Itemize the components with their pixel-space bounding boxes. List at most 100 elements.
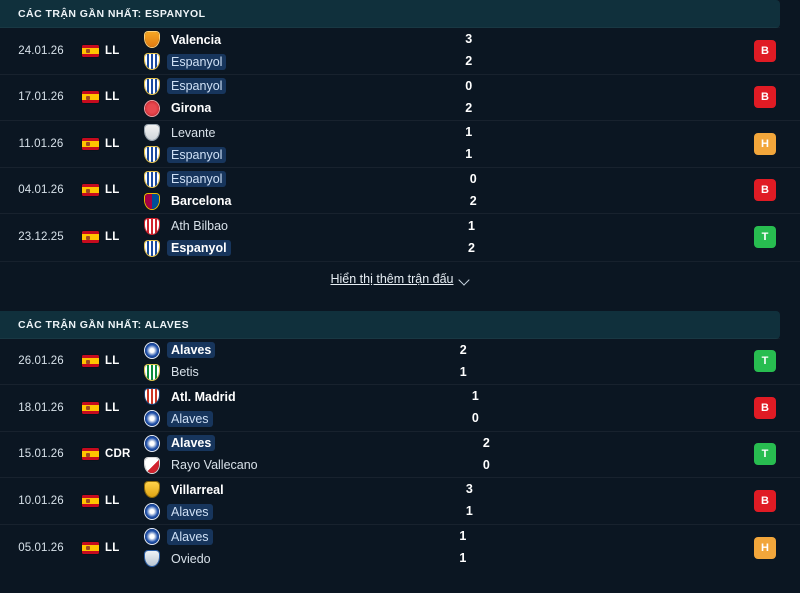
- match-row[interactable]: 23.12.25 LL Ath Bilbao Espanyol 1 2 T: [0, 214, 800, 261]
- match-date: 24.01.26: [18, 44, 64, 57]
- row-spacer: [555, 385, 730, 431]
- competition-cell[interactable]: LL: [82, 478, 144, 524]
- home-score: 0: [469, 171, 477, 186]
- row-spacer: [548, 121, 730, 167]
- status-badge: H: [754, 132, 776, 155]
- status-badge: B: [754, 86, 776, 109]
- result-badge-cell: B: [730, 28, 800, 74]
- espanyol-crest: [144, 53, 160, 70]
- alaves-crest: [144, 410, 160, 427]
- team-name[interactable]: Espanyol: [167, 171, 227, 188]
- teams-cell: Alaves Oviedo: [144, 525, 402, 572]
- away-score: 2: [469, 193, 477, 208]
- team-line: Alaves: [144, 435, 426, 452]
- team-name[interactable]: Levante: [171, 125, 216, 140]
- espanyol-crest: [144, 78, 160, 95]
- away-score: 0: [482, 457, 490, 472]
- team-name[interactable]: Alaves: [167, 503, 213, 520]
- competition-label: CDR: [105, 448, 131, 461]
- espanyol-crest: [144, 240, 160, 257]
- match-row[interactable]: 11.01.26 LL Levante Espanyol 1 1 H: [0, 121, 800, 168]
- status-badge: B: [754, 39, 776, 62]
- team-name[interactable]: Alaves: [167, 528, 213, 545]
- status-badge: T: [754, 350, 776, 373]
- betis-crest: [144, 364, 160, 381]
- away-score: 1: [459, 551, 467, 566]
- section-header-title: CÁC TRẬN GẦN NHẤT: ALAVES: [18, 318, 190, 331]
- spain-flag-icon: [82, 494, 99, 507]
- teams-cell: Espanyol Barcelona: [144, 168, 413, 214]
- team-name[interactable]: Alaves: [167, 435, 216, 452]
- status-badge: B: [754, 179, 777, 202]
- team-name[interactable]: Oviedo: [171, 551, 211, 566]
- team-line: Espanyol: [144, 78, 408, 95]
- match-date: 11.01.26: [18, 137, 64, 150]
- team-name[interactable]: Girona: [171, 101, 212, 116]
- spain-flag-icon: [82, 44, 99, 57]
- team-name[interactable]: Betis: [171, 365, 199, 380]
- match-date: 23.12.25: [18, 231, 64, 244]
- match-row[interactable]: 04.01.26 LL Espanyol Barcelona 0 2 B: [0, 168, 800, 214]
- match-row[interactable]: 17.01.26 LL Espanyol Girona 0 2 B: [0, 75, 800, 121]
- result-badge-cell: B: [730, 75, 800, 121]
- competition-label: LL: [105, 355, 120, 368]
- match-row[interactable]: 26.01.26 LL Alaves Betis 2 1 T: [0, 339, 800, 385]
- spain-flag-icon: [82, 184, 99, 197]
- match-row[interactable]: 18.01.26 LL Atl. Madrid Alaves 1 0 B: [0, 385, 800, 432]
- competition-cell[interactable]: LL: [82, 385, 144, 431]
- team-line: Espanyol: [144, 146, 408, 163]
- team-name[interactable]: Atl. Madrid: [171, 389, 236, 404]
- team-name[interactable]: Villarreal: [171, 482, 224, 497]
- team-name[interactable]: Valencia: [171, 32, 222, 47]
- competition-cell[interactable]: LL: [82, 121, 144, 167]
- competition-cell[interactable]: LL: [82, 339, 144, 385]
- match-list-alaves: 26.01.26 LL Alaves Betis 2 1 T 18.01.26 LL Atl. M…: [0, 339, 800, 572]
- home-score: 2: [482, 435, 490, 450]
- competition-cell[interactable]: LL: [82, 214, 144, 261]
- result-badge-cell: H: [730, 121, 800, 167]
- team-name[interactable]: Espanyol: [167, 78, 227, 95]
- match-row[interactable]: 10.01.26 LL Villarreal Alaves 3 1 B: [0, 478, 800, 525]
- result-badge-cell: B: [730, 168, 800, 214]
- team-name[interactable]: Rayo Vallecano: [171, 458, 258, 473]
- team-name[interactable]: Espanyol: [167, 146, 227, 163]
- spain-flag-icon: [82, 541, 99, 554]
- team-name[interactable]: Alaves: [167, 410, 213, 427]
- teams-cell: Villarreal Alaves: [144, 478, 409, 524]
- alaves-crest: [144, 435, 160, 452]
- competition-cell[interactable]: LL: [82, 525, 144, 572]
- away-score: 2: [465, 54, 473, 69]
- team-name[interactable]: Barcelona: [171, 194, 232, 209]
- team-name[interactable]: Espanyol: [167, 240, 231, 257]
- valencia-crest: [144, 31, 160, 48]
- competition-label: LL: [105, 231, 120, 244]
- show-more-button[interactable]: Hiển thị thêm trận đấu: [331, 272, 470, 286]
- home-score: 1: [465, 125, 473, 140]
- competition-cell[interactable]: LL: [82, 168, 144, 214]
- team-name[interactable]: Ath Bilbao: [171, 219, 228, 234]
- teams-cell: Atl. Madrid Alaves: [144, 385, 415, 431]
- match-row[interactable]: 24.01.26 LL Valencia Espanyol 3 2 B: [0, 28, 800, 75]
- competition-cell[interactable]: LL: [82, 75, 144, 121]
- home-score: 1: [471, 389, 479, 404]
- row-spacer: [548, 75, 730, 121]
- rayovallecano-crest: [144, 457, 160, 474]
- competition-cell[interactable]: CDR: [82, 432, 144, 478]
- competition-cell[interactable]: LL: [82, 28, 144, 74]
- team-line: Barcelona: [144, 193, 413, 210]
- team-line: Rayo Vallecano: [144, 457, 426, 474]
- team-name[interactable]: Espanyol: [167, 53, 227, 70]
- team-name[interactable]: Alaves: [167, 342, 216, 359]
- spain-flag-icon: [82, 231, 99, 244]
- athbilbao-crest: [144, 218, 160, 235]
- teams-cell: Espanyol Girona: [144, 75, 408, 121]
- match-row[interactable]: 15.01.26 CDR Alaves Rayo Vallecano 2 0 T: [0, 432, 800, 478]
- team-line: Betis: [144, 364, 403, 381]
- team-line: Alaves: [144, 410, 415, 427]
- match-row[interactable]: 05.01.26 LL Alaves Oviedo 1 1 H: [0, 525, 800, 572]
